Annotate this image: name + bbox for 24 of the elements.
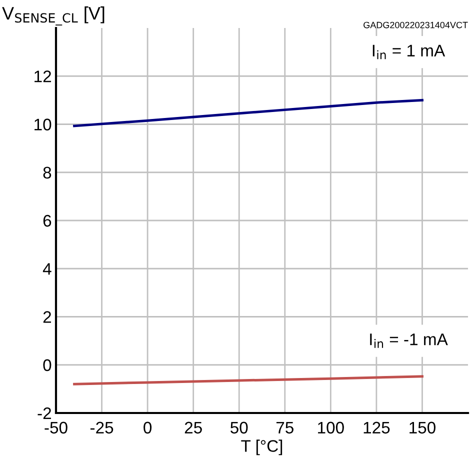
annotation: GADG200220231404VCT (364, 22, 468, 28)
y-axis-title: V$_{SENSE_CL}$ [V] (2, 6, 104, 26)
y-tick-label: 12 (34, 70, 51, 82)
y-tick-label: 10 (34, 118, 52, 130)
x-tick-label: 50 (230, 422, 248, 434)
x-tick-label: 25 (184, 422, 202, 434)
x-tick-label: 125 (364, 422, 390, 434)
y-tick-label: 6 (43, 214, 52, 227)
y-tick-label: 8 (43, 166, 52, 179)
x-tick-label: 0 (144, 422, 152, 434)
x-tick-label: 150 (410, 422, 436, 434)
x-tick-label: 100 (318, 422, 344, 434)
y-tick-label: 2 (43, 311, 51, 323)
y-tick-label: 4 (42, 263, 52, 275)
line-series (73, 98, 424, 128)
line-series (73, 375, 424, 386)
x-tick-label: -25 (90, 422, 114, 434)
y-tick-label: -2 (38, 407, 51, 420)
x-tick-label: 75 (276, 422, 294, 434)
x-tick-label: -50 (44, 422, 68, 434)
annotation: I$_{in}$ = -1 mA (370, 334, 448, 348)
x-axis-title: T [°C] (241, 440, 282, 456)
y-tick-label: 0 (43, 359, 52, 372)
annotation: I$_{in}$ = 1 mA (372, 44, 446, 60)
